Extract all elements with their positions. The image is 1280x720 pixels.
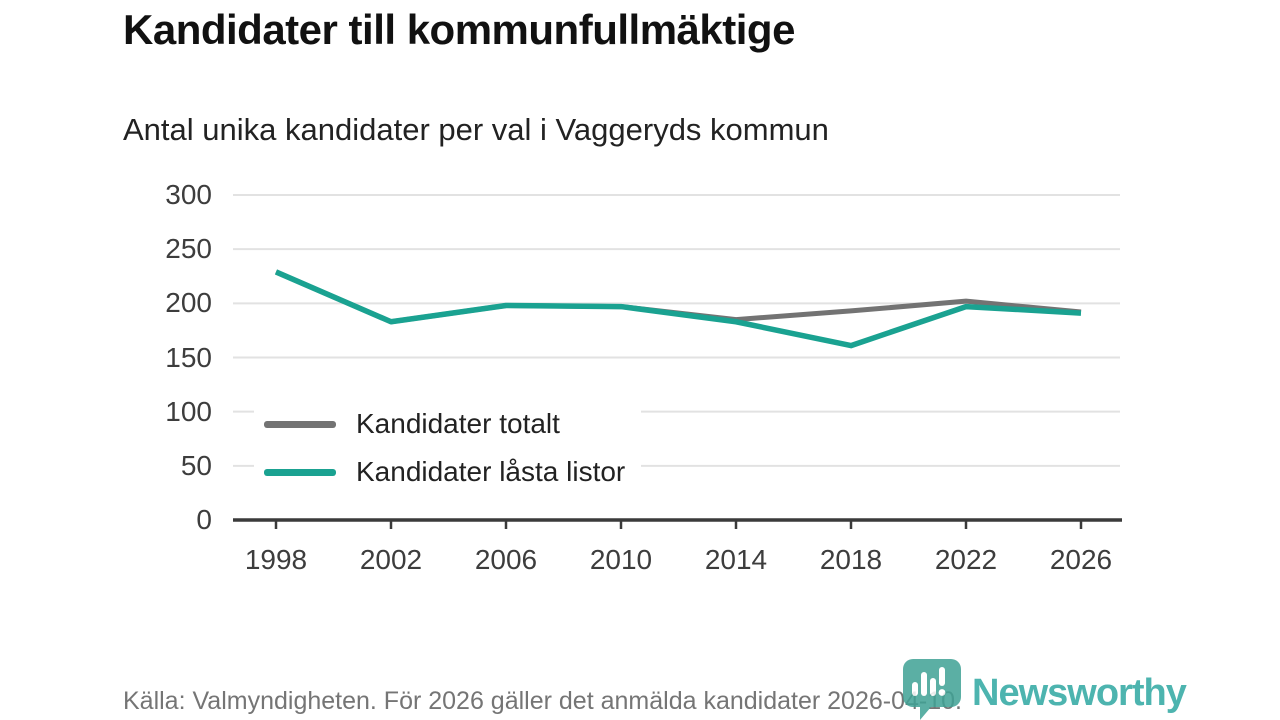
legend-label-totalt: Kandidater totalt xyxy=(356,408,560,439)
x-tick-label-2006: 2006 xyxy=(474,544,538,575)
x-tick-label-2022: 2022 xyxy=(934,544,998,575)
x-tick-label-1998: 1998 xyxy=(244,544,308,575)
legend-item-totalt: Kandidater totalt xyxy=(264,400,625,448)
source-note: Källa: Valmyndigheten. För 2026 gäller d… xyxy=(123,687,962,715)
y-tick-label: 200 xyxy=(165,287,212,319)
x-tick-label-2010: 2010 xyxy=(589,544,653,575)
newsworthy-logo: Newsworthy xyxy=(901,658,1187,720)
newsworthy-pin-barchart-icon xyxy=(903,659,961,720)
y-tick-label: 100 xyxy=(165,395,212,427)
legend-item-lasta-listor: Kandidater låsta listor xyxy=(264,448,625,496)
legend-swatch-totalt-icon xyxy=(264,420,336,428)
legend-swatch-lasta-listor-icon xyxy=(264,468,336,476)
page-title: Kandidater till kommunfullmäktige xyxy=(123,6,795,53)
x-axis xyxy=(233,518,1122,529)
y-tick-label: 150 xyxy=(165,341,212,373)
chart-subtitle: Antal unika kandidater per val i Vaggery… xyxy=(123,112,829,147)
y-tick-label: 300 xyxy=(165,179,212,210)
chart-legend: Kandidater totalt Kandidater låsta listo… xyxy=(254,394,642,502)
x-tick-label-2018: 2018 xyxy=(819,544,883,575)
legend-label-lasta-listor: Kandidater låsta listor xyxy=(356,456,626,487)
series-line-1 xyxy=(274,269,1082,349)
y-tick-label: 0 xyxy=(196,504,212,535)
y-tick-label: 50 xyxy=(180,449,212,481)
y-tick-label: 250 xyxy=(165,233,212,265)
x-tick-label-2026: 2026 xyxy=(1049,544,1113,575)
series-lines xyxy=(274,269,1082,349)
x-tick-label-2002: 2002 xyxy=(359,544,423,575)
newsworthy-wordmark: Newsworthy xyxy=(972,672,1187,714)
x-tick-label-2014: 2014 xyxy=(704,544,768,575)
